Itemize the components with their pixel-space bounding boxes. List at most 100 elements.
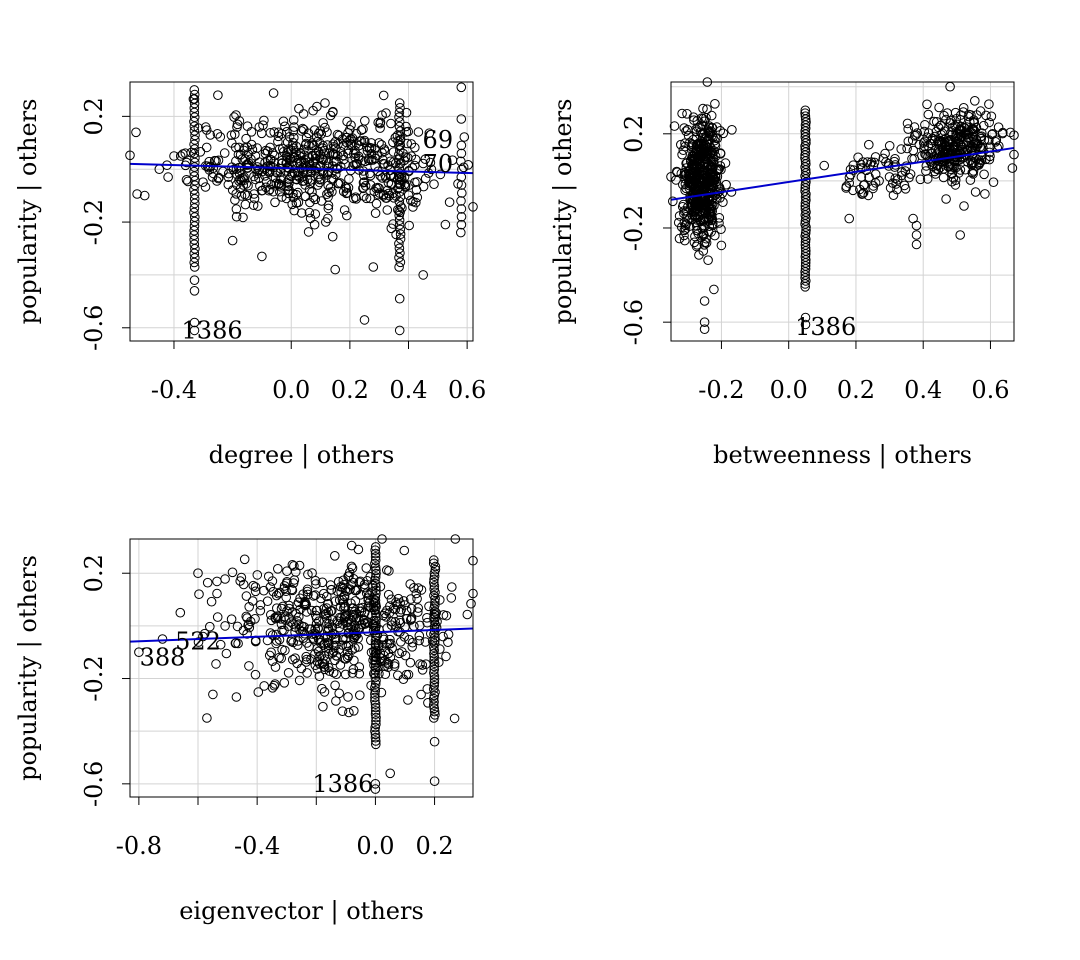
data-point — [459, 132, 470, 142]
data-point — [193, 123, 204, 133]
data-point — [441, 651, 451, 662]
data-point — [975, 106, 986, 116]
data-point — [925, 138, 936, 149]
data-point — [413, 127, 424, 137]
data-point — [255, 605, 266, 616]
data-point — [395, 229, 406, 239]
x-axis-title: betweenness | others — [713, 441, 972, 470]
data-point — [444, 197, 455, 207]
data-point — [365, 572, 376, 582]
data-point — [211, 156, 221, 166]
data-point — [1007, 163, 1018, 173]
data-point — [422, 684, 433, 694]
data-point — [382, 205, 393, 215]
data-point — [354, 668, 365, 679]
data-point — [308, 591, 319, 601]
data-point — [431, 622, 442, 633]
data-point — [330, 680, 340, 691]
data-point — [370, 709, 381, 720]
data-point — [277, 192, 287, 202]
data-point — [685, 176, 695, 187]
data-point — [205, 621, 215, 632]
data-point — [211, 659, 221, 669]
data-point — [252, 143, 262, 153]
data-point — [242, 121, 253, 131]
data-point — [338, 186, 349, 197]
data-point — [712, 122, 722, 132]
data-point — [458, 162, 469, 173]
data-point — [681, 163, 692, 173]
data-point — [456, 212, 467, 222]
data-point — [371, 712, 381, 723]
data-point — [370, 779, 381, 789]
data-point — [369, 615, 379, 626]
data-point — [394, 293, 405, 304]
data-point — [307, 187, 317, 197]
data-point — [311, 618, 322, 629]
data-point — [720, 158, 731, 168]
data-point — [315, 635, 326, 645]
data-point — [188, 94, 199, 104]
data-point — [951, 114, 962, 124]
data-point — [948, 173, 959, 183]
data-point — [691, 221, 702, 231]
data-point — [332, 129, 343, 140]
data-point — [380, 646, 391, 657]
data-point — [405, 615, 416, 625]
data-point — [855, 163, 866, 173]
data-point — [429, 706, 440, 717]
data-point — [896, 170, 907, 181]
data-point — [244, 661, 254, 671]
data-point — [698, 222, 709, 233]
data-point — [284, 603, 294, 614]
data-point — [268, 186, 279, 197]
data-point — [456, 204, 467, 214]
data-point — [370, 729, 381, 740]
data-point — [698, 128, 708, 138]
data-point — [714, 218, 724, 228]
data-point — [397, 203, 407, 213]
data-point — [246, 139, 257, 150]
data-point — [315, 138, 325, 148]
data-point — [302, 638, 312, 648]
data-point — [301, 657, 312, 667]
data-point — [339, 591, 349, 602]
data-point — [427, 636, 438, 646]
y-tick-label: -0.6 — [620, 299, 648, 345]
data-point — [699, 324, 710, 335]
data-point — [321, 603, 332, 613]
data-point — [716, 240, 727, 251]
data-point — [298, 633, 309, 643]
data-point — [134, 647, 144, 658]
data-point — [395, 207, 405, 218]
data-point — [289, 205, 300, 216]
data-point — [683, 131, 694, 141]
data-point — [244, 602, 254, 612]
data-point — [934, 102, 944, 113]
data-point — [388, 157, 399, 167]
data-point — [325, 580, 336, 590]
data-point — [321, 608, 331, 619]
data-point — [189, 235, 199, 245]
data-point — [892, 184, 902, 195]
data-point — [414, 635, 424, 646]
data-point — [189, 194, 200, 204]
data-point — [975, 157, 986, 168]
data-point — [456, 148, 467, 159]
data-point — [344, 707, 354, 718]
x-tick-label: -0.4 — [151, 376, 197, 404]
data-point — [396, 637, 406, 647]
x-tick-label: -0.8 — [116, 832, 162, 860]
data-point — [696, 174, 707, 185]
data-point — [946, 115, 956, 126]
data-point — [699, 149, 710, 159]
data-point — [346, 598, 356, 609]
data-point — [704, 176, 714, 187]
data-point — [227, 567, 238, 578]
data-point — [382, 605, 392, 616]
data-point — [313, 172, 324, 182]
data-point — [251, 164, 261, 174]
data-point — [370, 558, 380, 569]
